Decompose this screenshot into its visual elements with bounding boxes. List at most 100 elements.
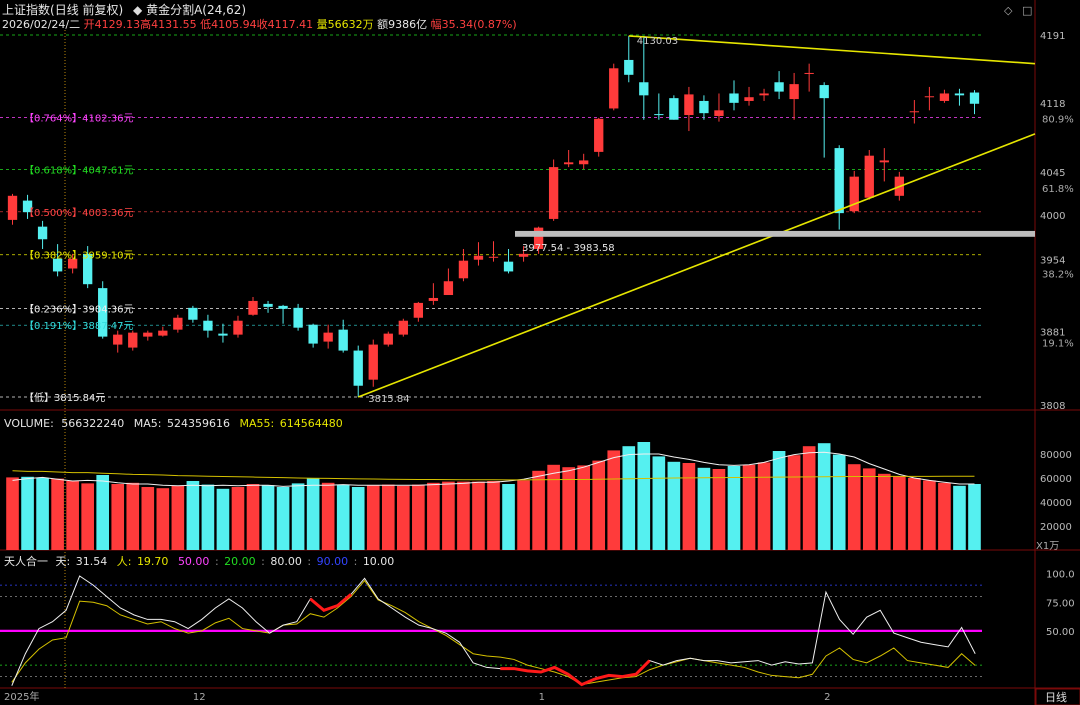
candle-body[interactable] bbox=[699, 100, 709, 114]
volume-bar[interactable] bbox=[908, 478, 921, 550]
ma55-line[interactable] bbox=[12, 470, 975, 481]
candle-body[interactable] bbox=[22, 200, 33, 213]
period-label[interactable]: 日线 bbox=[1045, 690, 1067, 704]
candle-body[interactable] bbox=[233, 320, 243, 335]
volume-bar[interactable] bbox=[757, 462, 771, 550]
candle-body[interactable] bbox=[473, 255, 484, 260]
volume-bar[interactable] bbox=[321, 482, 335, 550]
volume-bar[interactable] bbox=[381, 484, 395, 550]
candle-body[interactable] bbox=[789, 84, 799, 100]
volume-bar[interactable] bbox=[487, 481, 500, 550]
candle-body[interactable] bbox=[804, 72, 814, 74]
candle-body[interactable] bbox=[684, 94, 694, 116]
volume-bar[interactable] bbox=[141, 487, 155, 550]
volume-bar[interactable] bbox=[231, 487, 245, 550]
volume-bar[interactable] bbox=[667, 461, 681, 550]
chart-mode[interactable]: (日线 前复权) bbox=[50, 3, 124, 17]
volume-bar[interactable] bbox=[291, 483, 305, 550]
candle-body[interactable] bbox=[67, 258, 78, 269]
candle-body[interactable] bbox=[624, 59, 634, 75]
candle-body[interactable] bbox=[428, 297, 439, 301]
volume-bar[interactable] bbox=[622, 446, 636, 550]
ren-line[interactable] bbox=[11, 579, 976, 686]
volume-bar[interactable] bbox=[893, 476, 906, 550]
volume-bar[interactable] bbox=[126, 482, 140, 550]
candle-body[interactable] bbox=[188, 307, 198, 320]
candle-body[interactable] bbox=[924, 96, 935, 98]
candle-body[interactable] bbox=[834, 148, 844, 214]
volume-bar[interactable] bbox=[156, 488, 170, 550]
candle-body[interactable] bbox=[594, 118, 604, 152]
candle-body[interactable] bbox=[398, 320, 408, 335]
period-box[interactable] bbox=[1035, 688, 1080, 705]
volume-bars[interactable] bbox=[6, 442, 981, 550]
candle-body[interactable] bbox=[774, 82, 784, 92]
volume-bar[interactable] bbox=[36, 478, 49, 550]
candle-body[interactable] bbox=[7, 195, 18, 220]
volume-bar[interactable] bbox=[81, 483, 94, 550]
volume-bar[interactable] bbox=[923, 480, 936, 550]
candle-body[interactable] bbox=[744, 97, 754, 101]
candle-body[interactable] bbox=[443, 281, 454, 296]
volume-bar[interactable] bbox=[742, 464, 756, 550]
candle-body[interactable] bbox=[548, 167, 559, 219]
candle-body[interactable] bbox=[83, 253, 93, 285]
candle-body[interactable] bbox=[563, 162, 574, 165]
candle-body[interactable] bbox=[113, 334, 123, 345]
volume-bar[interactable] bbox=[697, 467, 711, 550]
candle-body[interactable] bbox=[969, 92, 980, 104]
volume-bar[interactable] bbox=[562, 467, 575, 550]
volume-bar[interactable] bbox=[532, 470, 545, 550]
volume-bar[interactable] bbox=[246, 484, 260, 550]
volume-bar[interactable] bbox=[607, 450, 621, 550]
tian-signal-segment[interactable] bbox=[594, 659, 651, 681]
volume-bar[interactable] bbox=[201, 484, 215, 550]
candle-body[interactable] bbox=[52, 258, 63, 272]
volume-bar[interactable] bbox=[847, 464, 861, 550]
volume-bar[interactable] bbox=[21, 476, 34, 550]
volume-bar[interactable] bbox=[261, 485, 275, 550]
volume-bar[interactable] bbox=[802, 446, 816, 550]
candle-body[interactable] bbox=[128, 332, 138, 348]
oscillator-panel[interactable] bbox=[0, 575, 982, 687]
volume-bar[interactable] bbox=[938, 482, 951, 550]
volume-bar[interactable] bbox=[427, 482, 440, 550]
indicator-name[interactable]: 黄金分割A(24,62) bbox=[146, 3, 247, 17]
candle-body[interactable] bbox=[579, 160, 589, 165]
volume-bar[interactable] bbox=[652, 456, 666, 550]
volume-bar[interactable] bbox=[832, 454, 846, 550]
volume-bar[interactable] bbox=[186, 481, 200, 550]
maximize-icon[interactable]: □ bbox=[1022, 4, 1033, 17]
volume-bar[interactable] bbox=[817, 443, 831, 550]
volume-bar[interactable] bbox=[412, 484, 425, 550]
candle-body[interactable] bbox=[37, 226, 48, 240]
candle-body[interactable] bbox=[368, 344, 378, 380]
volume-bar[interactable] bbox=[577, 465, 590, 550]
volume-bar[interactable] bbox=[682, 463, 696, 550]
volume-bar[interactable] bbox=[276, 487, 290, 550]
candle-body[interactable] bbox=[173, 317, 183, 330]
volume-bar[interactable] bbox=[712, 469, 726, 550]
candle-body[interactable] bbox=[939, 93, 950, 101]
volume-bar[interactable] bbox=[637, 442, 651, 550]
tian-signal-segment[interactable] bbox=[309, 593, 352, 612]
candle-body[interactable] bbox=[383, 333, 393, 345]
float-window-icon[interactable]: ◇ bbox=[1004, 4, 1013, 17]
volume-bar[interactable] bbox=[457, 481, 470, 550]
volume-bar[interactable] bbox=[397, 485, 410, 550]
candle-body[interactable] bbox=[323, 332, 333, 342]
volume-bar[interactable] bbox=[953, 485, 966, 550]
volume-bar[interactable] bbox=[968, 484, 981, 550]
candle-body[interactable] bbox=[518, 253, 529, 257]
tian-line[interactable] bbox=[11, 575, 976, 686]
candle-body[interactable] bbox=[263, 303, 273, 307]
trend-lines[interactable] bbox=[357, 35, 1036, 398]
candle-body[interactable] bbox=[909, 111, 920, 113]
candle-body[interactable] bbox=[278, 305, 288, 309]
volume-bar[interactable] bbox=[51, 478, 64, 550]
candle-body[interactable] bbox=[609, 68, 619, 109]
candle-body[interactable] bbox=[413, 302, 424, 318]
volume-bar[interactable] bbox=[366, 485, 380, 550]
candle-body[interactable] bbox=[218, 333, 228, 336]
volume-bar[interactable] bbox=[96, 475, 110, 550]
